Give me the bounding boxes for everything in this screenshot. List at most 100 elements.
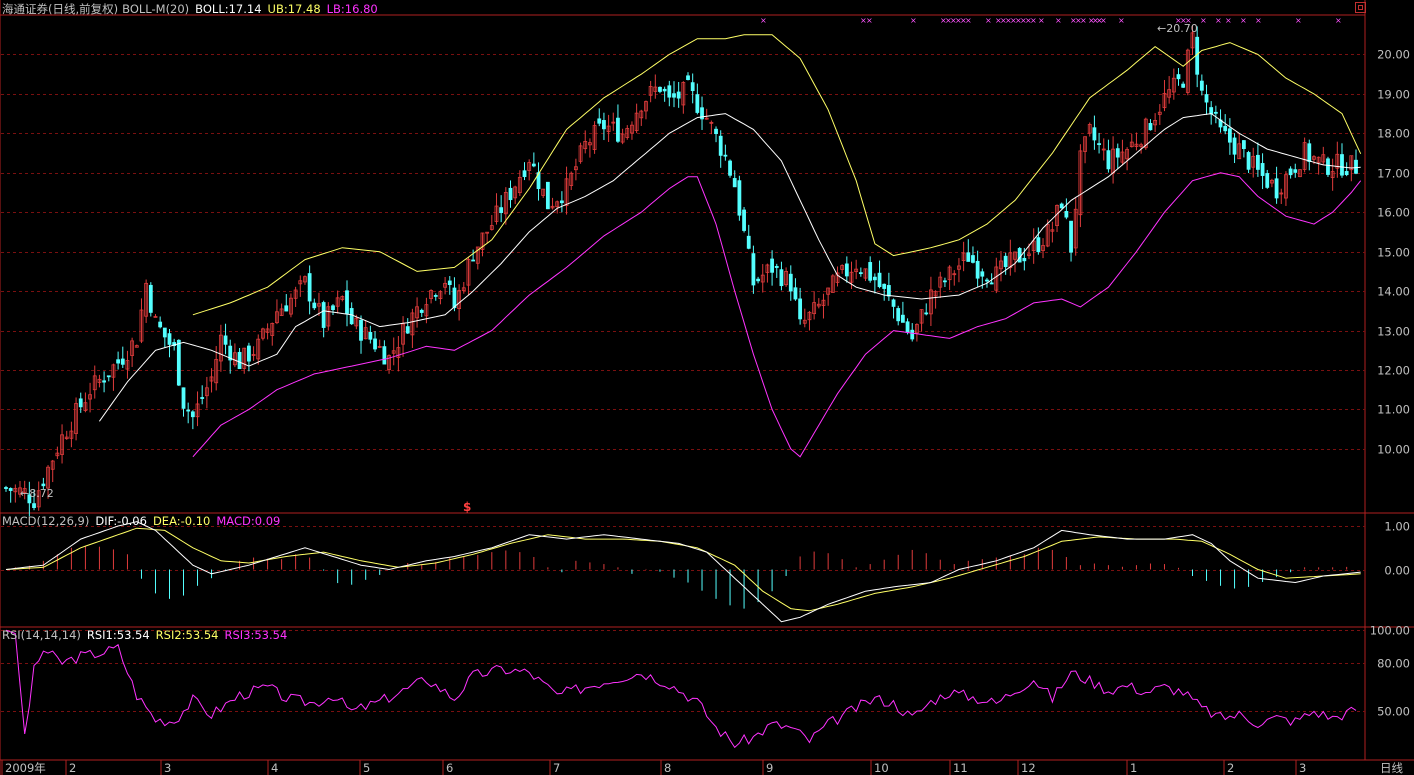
candle-body[interactable] — [120, 358, 125, 365]
candle-body[interactable] — [835, 272, 840, 283]
candle-body[interactable] — [158, 321, 163, 328]
candle-body[interactable] — [349, 308, 354, 325]
candle-body[interactable] — [517, 176, 522, 194]
candle-body[interactable] — [1017, 248, 1022, 263]
candle-body[interactable] — [1143, 118, 1148, 149]
candle-body[interactable] — [289, 297, 293, 315]
candle-body[interactable] — [134, 345, 139, 348]
candle-body[interactable] — [270, 322, 275, 336]
candle-body[interactable] — [602, 120, 606, 130]
candle-body[interactable] — [237, 351, 242, 370]
candle-body[interactable] — [8, 488, 13, 491]
restore-window-icon[interactable] — [1355, 2, 1366, 13]
candle-body[interactable] — [1129, 141, 1134, 148]
candle-body[interactable] — [1167, 89, 1172, 98]
candle-body[interactable] — [78, 398, 83, 408]
candle-body[interactable] — [1223, 125, 1228, 132]
candle-body[interactable] — [858, 272, 863, 275]
candle-body[interactable] — [1260, 163, 1265, 176]
candle-body[interactable] — [611, 121, 616, 124]
candle-body[interactable] — [1288, 168, 1293, 176]
candle-body[interactable] — [718, 135, 723, 156]
candle-body[interactable] — [27, 494, 32, 504]
candle-body[interactable] — [480, 232, 485, 250]
candle-body[interactable] — [284, 305, 289, 312]
candle-body[interactable] — [1134, 143, 1139, 147]
candle-body[interactable] — [821, 299, 826, 306]
candle-body[interactable] — [807, 311, 812, 321]
candle-body[interactable] — [1101, 148, 1106, 151]
candle-body[interactable] — [1059, 203, 1064, 209]
candle-body[interactable] — [1092, 127, 1097, 141]
candle-body[interactable] — [564, 178, 569, 206]
candle-body[interactable] — [317, 303, 321, 307]
candle-body[interactable] — [214, 359, 219, 384]
candle-body[interactable] — [457, 290, 462, 309]
candle-body[interactable] — [952, 273, 957, 276]
candle-body[interactable] — [74, 403, 78, 434]
candle-body[interactable] — [536, 172, 541, 190]
candle-body[interactable] — [1041, 245, 1045, 251]
stock-title[interactable]: 海通证券(日线,前复权) — [2, 2, 119, 16]
candle-body[interactable] — [1148, 123, 1153, 131]
candle-body[interactable] — [354, 317, 359, 327]
candle-body[interactable] — [321, 302, 326, 328]
candle-body[interactable] — [625, 128, 630, 138]
candle-body[interactable] — [46, 466, 50, 489]
candle-body[interactable] — [938, 276, 943, 288]
candle-body[interactable] — [64, 436, 69, 440]
candle-body[interactable] — [886, 285, 891, 297]
candle-body[interactable] — [1171, 77, 1176, 93]
candle-body[interactable] — [1204, 94, 1209, 103]
candle-body[interactable] — [569, 172, 574, 186]
candle-body[interactable] — [1162, 92, 1167, 109]
candle-body[interactable] — [989, 282, 994, 285]
candle-body[interactable] — [106, 375, 111, 378]
candle-body[interactable] — [405, 326, 410, 334]
candle-body[interactable] — [1185, 49, 1190, 93]
candle-body[interactable] — [102, 380, 106, 383]
candle-body[interactable] — [1213, 111, 1218, 114]
candle-body[interactable] — [1251, 155, 1256, 168]
candle-body[interactable] — [139, 309, 144, 342]
candle-body[interactable] — [111, 364, 116, 378]
candle-body[interactable] — [204, 387, 209, 397]
candle-body[interactable] — [363, 327, 368, 340]
candle-body[interactable] — [181, 387, 186, 409]
candle-body[interactable] — [209, 376, 214, 382]
candle-body[interactable] — [947, 266, 952, 281]
candle-body[interactable] — [966, 252, 971, 262]
candle-body[interactable] — [1064, 211, 1069, 218]
candle-body[interactable] — [975, 260, 980, 279]
candle-body[interactable] — [1013, 251, 1017, 260]
candle-body[interactable] — [756, 278, 760, 282]
candle-body[interactable] — [307, 273, 312, 302]
candle-body[interactable] — [1227, 128, 1232, 143]
candle-body[interactable] — [195, 403, 200, 418]
candle-body[interactable] — [924, 312, 929, 315]
candle-body[interactable] — [1293, 169, 1298, 173]
candle-body[interactable] — [522, 170, 527, 178]
candle-body[interactable] — [695, 94, 700, 113]
candle-body[interactable] — [1232, 137, 1237, 155]
candle-body[interactable] — [1031, 240, 1036, 252]
candle-body[interactable] — [419, 309, 424, 313]
candle-body[interactable] — [1270, 179, 1274, 184]
candle-body[interactable] — [55, 452, 60, 457]
candle-body[interactable] — [69, 430, 74, 439]
candle-body[interactable] — [653, 86, 658, 92]
candle-body[interactable] — [798, 298, 803, 320]
candle-body[interactable] — [275, 311, 279, 324]
candle-body[interactable] — [1157, 111, 1162, 115]
candle-body[interactable] — [1069, 220, 1073, 253]
candle-body[interactable] — [681, 82, 686, 106]
candle-body[interactable] — [387, 355, 391, 371]
candle-body[interactable] — [22, 488, 27, 493]
candle-body[interactable] — [531, 163, 536, 167]
candle-body[interactable] — [583, 140, 588, 150]
candle-body[interactable] — [812, 302, 817, 315]
candle-body[interactable] — [172, 342, 177, 346]
candle-body[interactable] — [1256, 154, 1260, 170]
candle-body[interactable] — [1237, 143, 1242, 160]
candle-body[interactable] — [1097, 143, 1101, 146]
